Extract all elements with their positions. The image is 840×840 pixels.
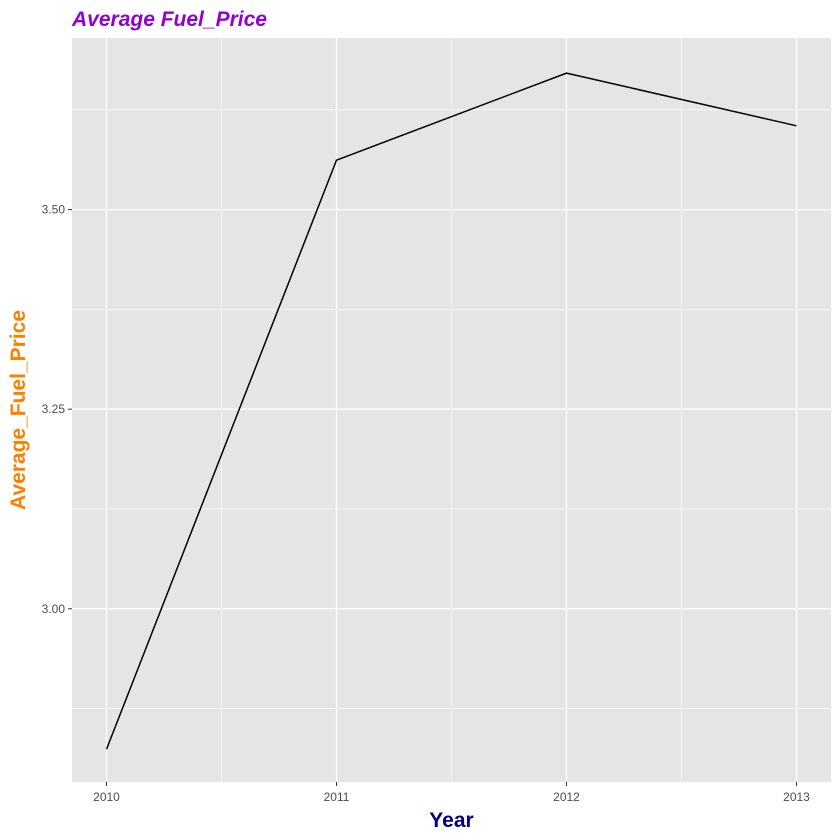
x-tick-label: 2012 [553, 790, 580, 804]
x-tick-label: 2013 [783, 790, 810, 804]
x-axis-title: Year [429, 809, 473, 832]
x-tick-label: 2011 [324, 790, 350, 804]
y-tick-label: 3.50 [42, 203, 66, 217]
x-tick-label: 2010 [93, 790, 120, 804]
x-axis: 2010 2011 2012 2013 [93, 782, 810, 804]
chart-title: Average Fuel_Price [71, 8, 267, 31]
minor-grid [72, 38, 831, 782]
y-tick-label: 3.25 [42, 402, 66, 416]
series-group [105, 72, 797, 750]
y-axis-title: Average_Fuel_Price [7, 310, 30, 510]
series-line [105, 72, 797, 750]
y-tick-label: 3.00 [42, 602, 66, 616]
y-axis: 3.00 3.25 3.50 [42, 203, 72, 616]
